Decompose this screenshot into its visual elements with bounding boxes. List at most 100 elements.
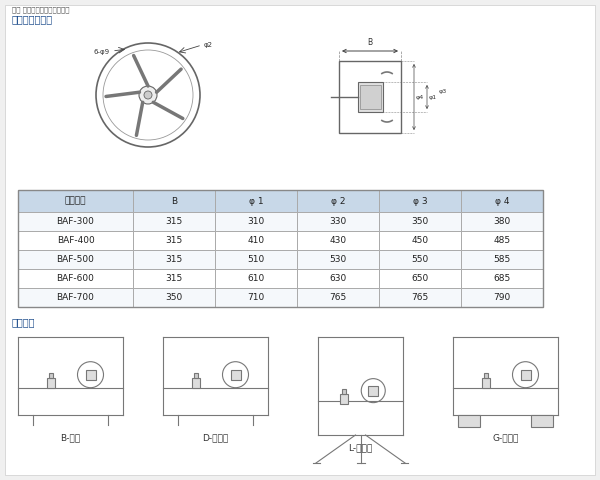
- Text: 380: 380: [493, 217, 511, 226]
- Text: 610: 610: [247, 274, 265, 283]
- Text: φ3: φ3: [439, 89, 447, 95]
- Bar: [230, 370, 241, 380]
- Bar: [215, 288, 297, 307]
- Text: 765: 765: [412, 293, 428, 302]
- Text: 410: 410: [247, 236, 265, 245]
- Bar: [215, 269, 297, 288]
- Bar: [484, 372, 487, 378]
- Text: 330: 330: [329, 217, 347, 226]
- Text: 315: 315: [166, 217, 182, 226]
- Bar: [297, 212, 379, 231]
- Bar: [379, 212, 461, 231]
- Bar: [461, 269, 543, 288]
- Text: 530: 530: [329, 255, 347, 264]
- Text: 315: 315: [166, 274, 182, 283]
- Bar: [340, 394, 347, 404]
- Bar: [18, 288, 133, 307]
- Bar: [341, 389, 346, 394]
- Bar: [18, 250, 133, 269]
- Bar: [133, 288, 215, 307]
- Bar: [379, 231, 461, 250]
- Text: BAF-700: BAF-700: [56, 293, 94, 302]
- Text: φ 2: φ 2: [331, 196, 345, 205]
- Circle shape: [139, 86, 157, 104]
- Bar: [297, 250, 379, 269]
- Text: BAF-600: BAF-600: [56, 274, 94, 283]
- Bar: [215, 250, 297, 269]
- Bar: [379, 250, 461, 269]
- Bar: [18, 190, 133, 212]
- Bar: [297, 288, 379, 307]
- Text: 315: 315: [166, 236, 182, 245]
- Bar: [191, 378, 199, 388]
- Bar: [461, 231, 543, 250]
- Bar: [193, 372, 197, 378]
- Bar: [358, 82, 383, 112]
- Bar: [18, 190, 543, 307]
- Text: BAF-500: BAF-500: [56, 255, 94, 264]
- Text: 安装形式: 安装形式: [12, 317, 35, 327]
- Bar: [461, 250, 543, 269]
- Bar: [379, 190, 461, 212]
- Bar: [379, 288, 461, 307]
- Bar: [215, 190, 297, 212]
- Bar: [18, 269, 133, 288]
- Bar: [86, 370, 95, 380]
- Text: 350: 350: [166, 293, 182, 302]
- Bar: [360, 85, 381, 109]
- Text: 650: 650: [412, 274, 428, 283]
- Bar: [49, 372, 53, 378]
- Bar: [215, 212, 297, 231]
- Text: 外形及安装尺寸: 外形及安装尺寸: [12, 14, 53, 24]
- Bar: [18, 212, 133, 231]
- Text: 310: 310: [247, 217, 265, 226]
- Bar: [297, 190, 379, 212]
- Text: 630: 630: [329, 274, 347, 283]
- Text: 685: 685: [493, 274, 511, 283]
- Bar: [531, 415, 553, 427]
- Text: 765: 765: [329, 293, 347, 302]
- Bar: [215, 231, 297, 250]
- Text: 585: 585: [493, 255, 511, 264]
- Text: 485: 485: [493, 236, 511, 245]
- Text: φ 1: φ 1: [248, 196, 263, 205]
- Text: B: B: [171, 196, 177, 205]
- Text: 型号规格: 型号规格: [65, 196, 86, 205]
- Text: BAF-400: BAF-400: [56, 236, 94, 245]
- Bar: [297, 231, 379, 250]
- Text: φ1: φ1: [429, 95, 437, 99]
- Bar: [461, 212, 543, 231]
- Text: 550: 550: [412, 255, 428, 264]
- Text: 430: 430: [329, 236, 347, 245]
- Bar: [297, 269, 379, 288]
- Bar: [133, 190, 215, 212]
- Text: L-岗位式: L-岗位式: [349, 443, 373, 452]
- Text: φ 4: φ 4: [495, 196, 509, 205]
- Bar: [133, 212, 215, 231]
- Text: B-壁式: B-壁式: [61, 433, 80, 442]
- Text: 450: 450: [412, 236, 428, 245]
- Bar: [133, 231, 215, 250]
- Bar: [339, 61, 401, 133]
- Bar: [368, 385, 378, 396]
- Text: B: B: [367, 38, 373, 47]
- Text: 350: 350: [412, 217, 428, 226]
- Bar: [461, 288, 543, 307]
- Text: 510: 510: [247, 255, 265, 264]
- Bar: [458, 415, 480, 427]
- Bar: [47, 378, 55, 388]
- Text: φ2: φ2: [204, 42, 213, 48]
- Circle shape: [144, 91, 152, 99]
- Bar: [521, 370, 530, 380]
- Bar: [18, 231, 133, 250]
- Bar: [379, 269, 461, 288]
- Text: 315: 315: [166, 255, 182, 264]
- Text: 710: 710: [247, 293, 265, 302]
- Text: 注： 订购时需提出以上标准。: 注： 订购时需提出以上标准。: [12, 6, 70, 12]
- Bar: [133, 269, 215, 288]
- Bar: [461, 190, 543, 212]
- Text: 6-φ9: 6-φ9: [94, 49, 110, 55]
- Text: BAF-300: BAF-300: [56, 217, 94, 226]
- Text: 790: 790: [493, 293, 511, 302]
- Text: G-固定式: G-固定式: [493, 433, 518, 442]
